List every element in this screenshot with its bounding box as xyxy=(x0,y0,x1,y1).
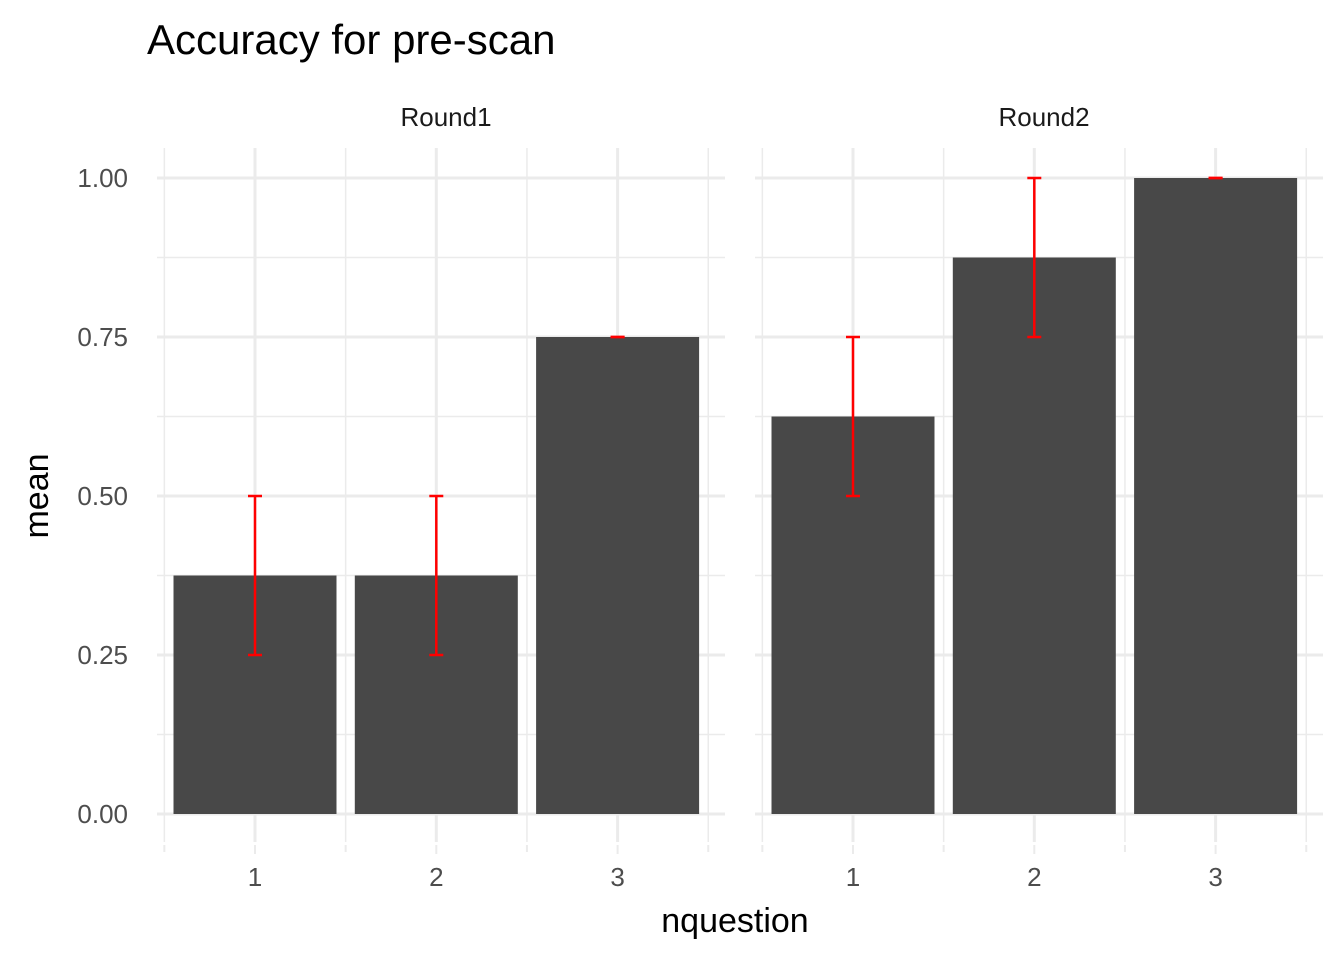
x-tick-label: 3 xyxy=(610,862,624,892)
y-axis-tick-labels: 0.00 0.25 0.50 0.75 1.00 xyxy=(77,163,128,829)
facet-panels: 1 2 3 Round1 1 2 3 Round2 xyxy=(157,102,1323,892)
facet-strip-label: Round2 xyxy=(998,102,1089,132)
error-bar-Round1-2 xyxy=(429,494,444,657)
y-tick-label: 0.25 xyxy=(77,640,128,670)
y-axis-title: mean xyxy=(18,453,56,538)
chart-title: Accuracy for pre-scan xyxy=(147,16,555,63)
facet-strip-label: Round1 xyxy=(400,102,491,132)
facet-panel-1: 1 2 3 Round1 xyxy=(157,102,725,892)
y-tick-label: 0.75 xyxy=(77,322,128,352)
y-tick-label: 0.50 xyxy=(77,481,128,511)
x-tick-label: 2 xyxy=(1027,862,1041,892)
x-tick-label: 1 xyxy=(248,862,262,892)
x-tick-label: 1 xyxy=(846,862,860,892)
x-tick-label: 3 xyxy=(1208,862,1222,892)
x-tick-label: 2 xyxy=(429,862,443,892)
x-axis-title: nquestion xyxy=(661,902,808,940)
bar-Round1-3 xyxy=(536,337,700,814)
error-bar-Round2-1 xyxy=(846,335,860,498)
error-bar-Round2-2 xyxy=(1027,176,1042,339)
bar-Round2-2 xyxy=(952,257,1116,814)
error-bar-Round1-1 xyxy=(248,494,262,657)
y-tick-label: 0.00 xyxy=(77,799,128,829)
bar-Round2-3 xyxy=(1134,178,1298,814)
y-tick-label: 1.00 xyxy=(77,163,128,193)
facet-panel-2: 1 2 3 Round2 xyxy=(755,102,1323,892)
